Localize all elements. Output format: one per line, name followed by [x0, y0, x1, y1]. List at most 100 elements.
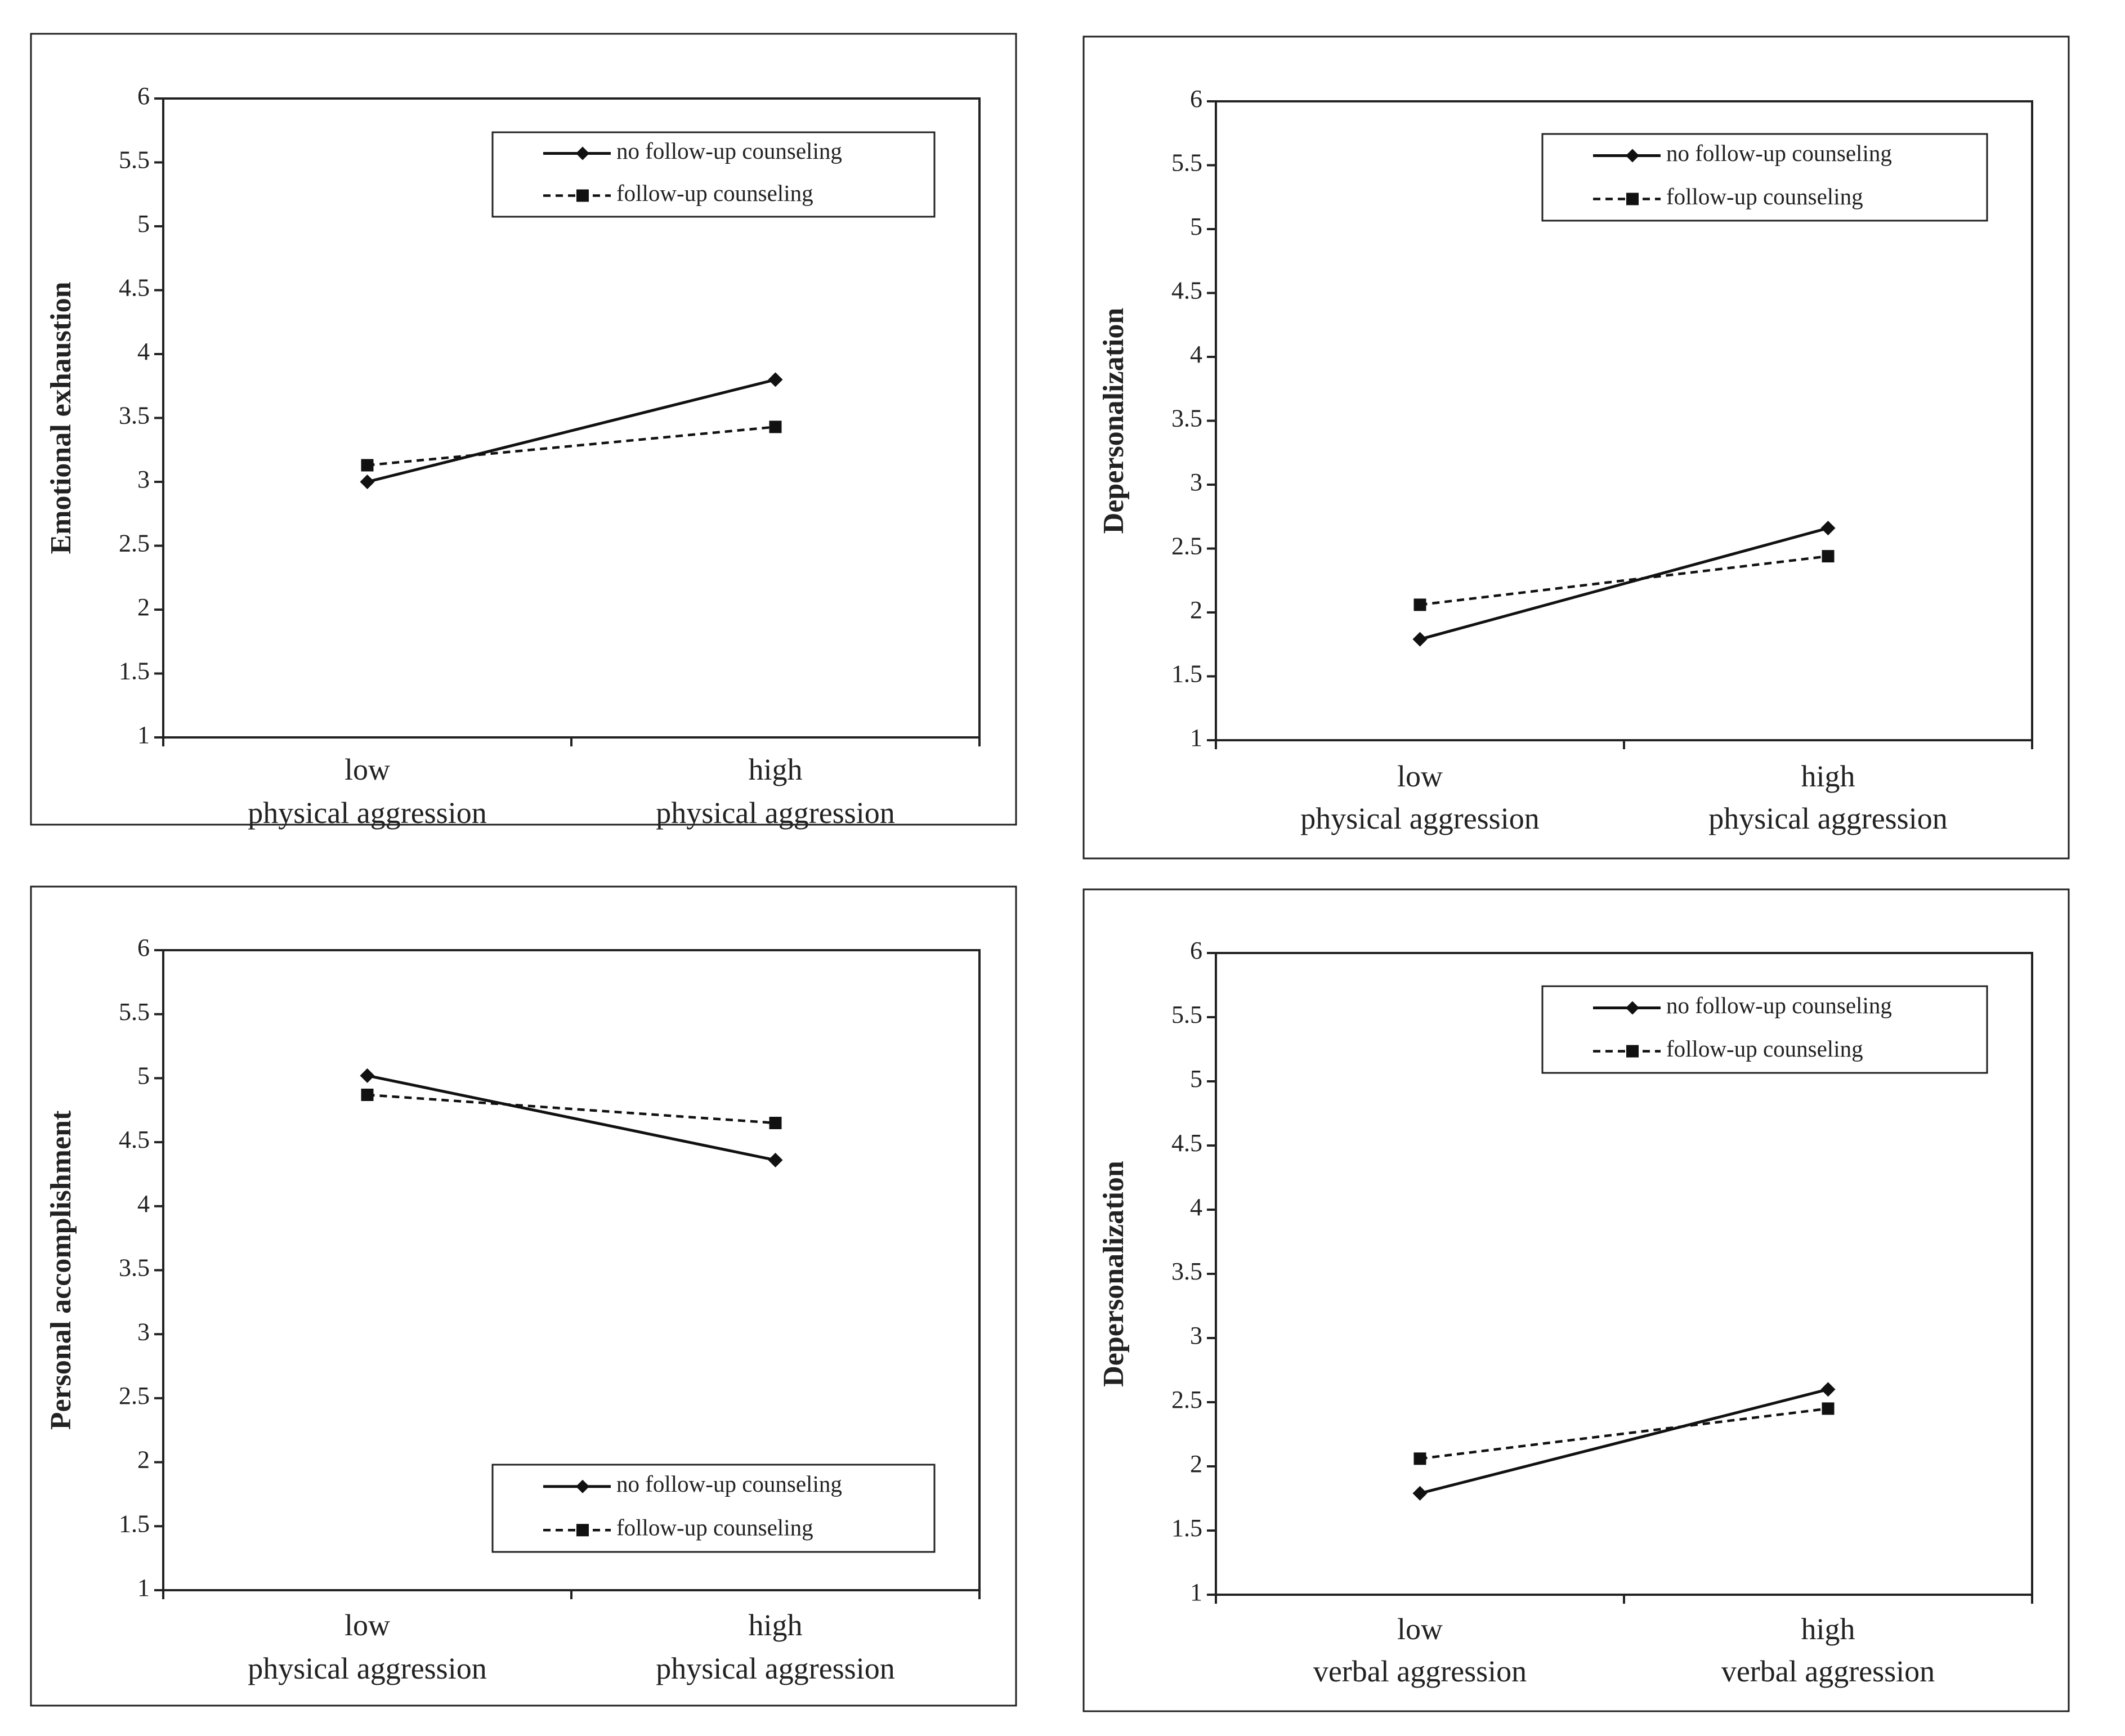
data-point-square — [361, 1088, 374, 1101]
y-tick-label: 5 — [1190, 213, 1202, 240]
legend: no follow-up counseling follow-up counsel… — [1541, 985, 1988, 1074]
y-tick-label: 3 — [1190, 468, 1202, 496]
data-point-diamond — [360, 1068, 375, 1083]
y-axis-title: Depersonalization — [1098, 1161, 1130, 1387]
legend-square-marker — [1626, 1045, 1639, 1058]
legend-label: no follow-up counseling — [616, 1471, 842, 1497]
x-tick-label: physical aggression — [656, 1652, 894, 1685]
y-tick-label: 4.5 — [1171, 277, 1202, 305]
data-point-diamond — [360, 475, 375, 489]
legend: no follow-up counseling follow-up counsel… — [491, 1464, 936, 1553]
chart-panel-1: 1 1.5 2 2.5 3 3.5 4 4.5 5 5.5 6 low physical aggress… — [30, 33, 1017, 830]
legend: no follow-up counseling follow-up counsel… — [1541, 133, 1988, 222]
y-tick-label: 4.5 — [1171, 1129, 1202, 1157]
data-point-diamond — [1412, 1486, 1428, 1501]
legend-square-marker — [576, 1524, 589, 1537]
y-tick-label: 2 — [1190, 596, 1202, 624]
legend: no follow-up counseling follow-up counsel… — [491, 131, 936, 218]
legend-label: follow-up counseling — [616, 1515, 813, 1541]
legend-box — [491, 1464, 936, 1553]
legend-diamond-marker — [576, 1479, 589, 1493]
y-tick-label: 2.5 — [119, 530, 150, 557]
legend-label: no follow-up counseling — [616, 138, 842, 164]
legend-label: no follow-up counseling — [1666, 140, 1892, 166]
x-tick-label: physical aggression — [656, 796, 894, 830]
data-point-square — [1822, 550, 1835, 563]
y-tick-label: 4 — [1190, 341, 1202, 368]
data-point-square — [1413, 1452, 1426, 1465]
x-tick-label: physical aggression — [1708, 802, 1947, 835]
x-tick-label: physical aggression — [248, 1652, 486, 1685]
y-axis-title: Emotional exhaustion — [45, 281, 77, 554]
chart-panel-2: 1 1.5 2 2.5 3 3.5 4 4.5 5 5.5 6 low physical aggress… — [1082, 35, 2070, 860]
x-tick-label: high — [1801, 1612, 1855, 1646]
data-point-square — [1822, 1402, 1835, 1415]
y-tick-label: 6 — [137, 82, 150, 110]
series-line-no-follow-up — [366, 1074, 776, 1162]
y-tick-label: 1 — [1190, 724, 1202, 751]
y-tick-label: 3 — [137, 466, 150, 493]
legend-square-marker — [576, 189, 589, 202]
y-tick-label: 6 — [137, 934, 150, 961]
y-tick-label: 1 — [137, 721, 150, 749]
chart-panel-3: 1 1.5 2 2.5 3 3.5 4 4.5 5 5.5 6 low physical aggress… — [30, 885, 1017, 1707]
y-tick-label: 5 — [137, 210, 150, 238]
y-axis-title: Personal accomplishment — [45, 1110, 77, 1430]
y-tick-label: 4 — [137, 338, 150, 365]
legend-box — [1541, 985, 1988, 1074]
x-tick-label: high — [1801, 759, 1855, 793]
legend-diamond-marker — [1626, 1001, 1639, 1015]
x-tick-label: high — [748, 1608, 802, 1642]
legend-label: follow-up counseling — [616, 180, 813, 206]
x-tick-label: low — [345, 1608, 390, 1642]
x-tick-label: verbal aggression — [1721, 1654, 1935, 1688]
legend-label: follow-up counseling — [1666, 184, 1863, 209]
y-tick-label: 2 — [137, 1446, 150, 1474]
y-tick-label: 3.5 — [1171, 1258, 1202, 1285]
data-point-diamond — [768, 372, 783, 387]
data-point-square — [1413, 598, 1426, 611]
legend-label: no follow-up counseling — [1666, 992, 1892, 1018]
y-tick-label: 5 — [137, 1062, 150, 1089]
y-tick-label: 2.5 — [119, 1382, 150, 1410]
y-tick-label: 1.5 — [1171, 660, 1202, 688]
y-tick-label: 1.5 — [119, 657, 150, 685]
y-tick-label: 4.5 — [119, 1126, 150, 1153]
x-tick-label: high — [748, 753, 802, 786]
series-line-no-follow-up — [366, 378, 776, 484]
y-tick-label: 1.5 — [119, 1510, 150, 1537]
legend-diamond-marker — [1626, 149, 1639, 163]
y-tick-label: 6 — [1190, 85, 1202, 113]
legend-diamond-marker — [576, 146, 589, 160]
y-tick-label: 5.5 — [119, 146, 150, 174]
series-line-follow-up — [1420, 1407, 1828, 1460]
x-tick-label: low — [1397, 759, 1443, 793]
chart-panel-4: 1 1.5 2 2.5 3 3.5 4 4.5 5 5.5 6 low verbal aggressio… — [1082, 888, 2070, 1712]
data-point-diamond — [1820, 1382, 1836, 1397]
series-line-follow-up — [1420, 554, 1828, 606]
y-tick-label: 1.5 — [1171, 1514, 1202, 1542]
x-tick-label: physical aggression — [1300, 802, 1539, 835]
y-tick-label: 4 — [137, 1190, 150, 1218]
x-tick-label: verbal aggression — [1313, 1654, 1527, 1688]
data-point-square — [769, 420, 782, 433]
x-tick-label: low — [1397, 1612, 1443, 1646]
y-tick-label: 2.5 — [1171, 533, 1202, 560]
data-point-square — [361, 459, 374, 472]
legend-square-marker — [1626, 193, 1639, 205]
legend-label: follow-up counseling — [1666, 1036, 1863, 1062]
legend-box — [1541, 133, 1988, 222]
legend-box — [491, 131, 936, 218]
y-tick-label: 2 — [1190, 1450, 1202, 1478]
y-tick-label: 5 — [1190, 1065, 1202, 1093]
y-tick-label: 3 — [137, 1318, 150, 1345]
chart-frame — [30, 885, 1017, 1707]
y-tick-label: 4.5 — [119, 274, 150, 302]
y-tick-label: 5.5 — [1171, 1001, 1202, 1028]
y-tick-label: 4 — [1190, 1193, 1202, 1221]
series-line-follow-up — [367, 1093, 776, 1125]
data-point-diamond — [1412, 632, 1428, 647]
y-axis-title: Depersonalization — [1098, 308, 1130, 534]
data-point-square — [769, 1116, 782, 1129]
